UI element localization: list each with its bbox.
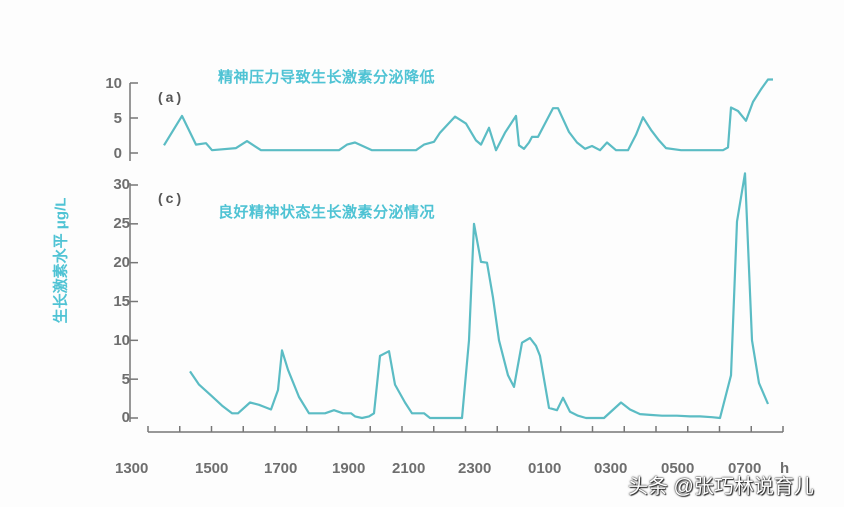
x-tick-1900: 1900 [332, 460, 366, 477]
x-tick-1700: 1700 [264, 460, 298, 477]
y-tick-c-30: 30 [113, 176, 130, 193]
x-tick-0100: 0100 [528, 460, 562, 477]
y-tick-a-0: 0 [113, 145, 122, 162]
y-tick-a-10: 10 [105, 75, 122, 92]
x-tick-0300: 0300 [594, 460, 628, 477]
x-tick-0500: 0500 [661, 460, 695, 477]
x-tick-1300: 1300 [115, 460, 149, 477]
x-tick-2100: 2100 [392, 460, 426, 477]
series-line-c [189, 172, 770, 420]
y-tick-a-5: 5 [113, 110, 122, 127]
panel-c-title: 良好精神状态生长激素分泌情况 [218, 204, 436, 221]
y-tick-c-10: 10 [113, 332, 130, 349]
y-tick-c-20: 20 [113, 254, 130, 271]
y-tick-c-5: 5 [121, 371, 130, 388]
x-tick-0700: 0700 [728, 460, 762, 477]
series-line-a [163, 78, 773, 152]
watermark: 头条 @张巧林说育儿 [628, 476, 814, 498]
x-tick-2300: 2300 [458, 460, 492, 477]
y-tick-c-15: 15 [113, 293, 130, 310]
axes [129, 82, 784, 433]
panel-c-tag: (c) [158, 190, 185, 206]
y-tick-c-25: 25 [113, 215, 130, 232]
panel-a-tag: (a) [158, 89, 185, 105]
x-axis-unit: h [780, 460, 790, 477]
x-tick-1500: 1500 [195, 460, 229, 477]
panel-a-title: 精神压力导致生长激素分泌降低 [218, 69, 436, 86]
y-tick-c-0: 0 [121, 409, 130, 426]
